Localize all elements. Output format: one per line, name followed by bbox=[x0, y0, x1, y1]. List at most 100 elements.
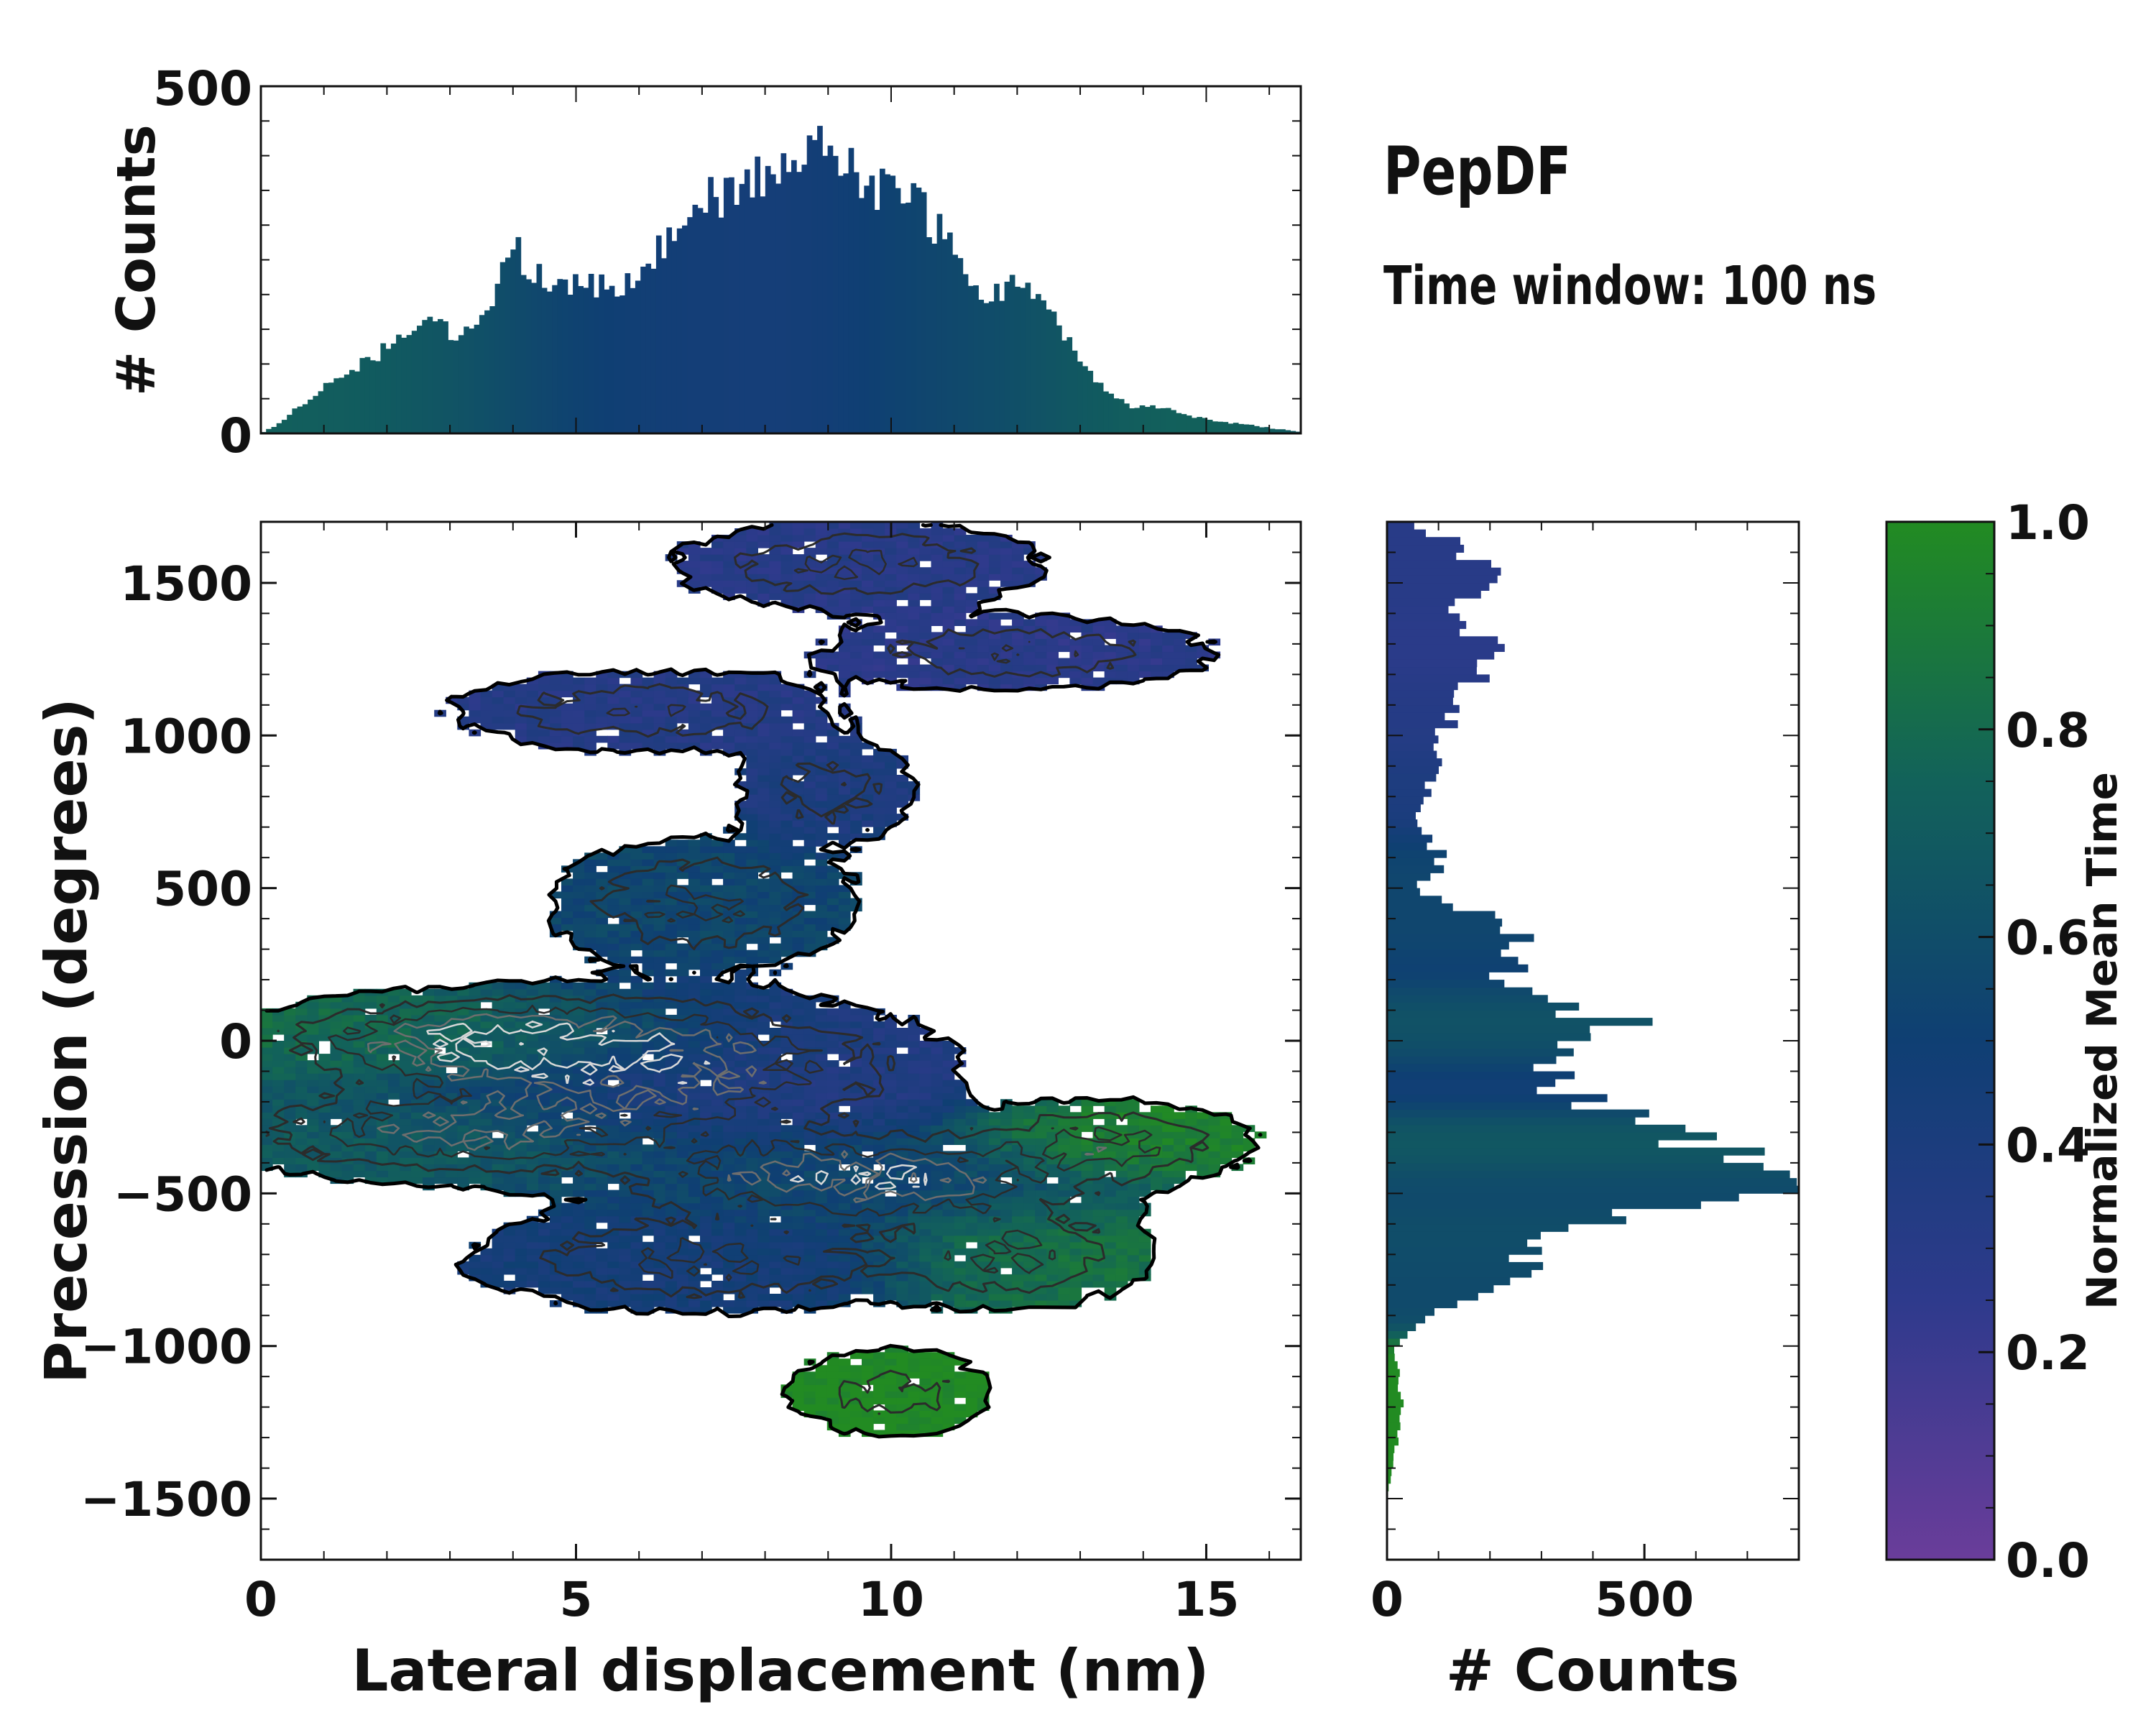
heatmap-cell bbox=[838, 1280, 851, 1288]
heatmap-cell bbox=[434, 1080, 446, 1087]
top-histogram-bar bbox=[573, 274, 579, 433]
heatmap-cell bbox=[931, 1365, 944, 1372]
heatmap-cell bbox=[815, 995, 828, 1003]
heatmap-cell bbox=[1012, 1170, 1024, 1178]
top-histogram-bar bbox=[308, 400, 313, 433]
top-histogram-bar bbox=[655, 235, 662, 433]
heatmap-cell bbox=[780, 911, 793, 919]
heatmap-cell bbox=[838, 852, 851, 860]
heatmap-cell bbox=[341, 1144, 354, 1151]
heatmap-cell bbox=[676, 1028, 689, 1035]
heatmap-cell bbox=[977, 1228, 990, 1236]
heatmap-cell bbox=[723, 735, 735, 743]
heatmap-cell bbox=[607, 949, 619, 957]
heatmap-cell bbox=[850, 638, 862, 646]
heatmap-cell bbox=[653, 1280, 666, 1288]
heatmap-cell bbox=[792, 1034, 805, 1041]
heatmap-cell bbox=[1104, 619, 1117, 626]
heatmap-cell bbox=[364, 1164, 377, 1172]
heatmap-cell bbox=[630, 1073, 643, 1080]
heatmap-cell bbox=[561, 891, 573, 898]
heatmap-cell bbox=[1035, 1118, 1047, 1126]
heatmap-cell bbox=[792, 1118, 805, 1126]
heatmap-cell bbox=[630, 1196, 643, 1204]
heatmap-cell bbox=[1000, 1151, 1013, 1158]
heatmap-cell bbox=[549, 1183, 562, 1191]
heatmap-cell bbox=[965, 1138, 978, 1145]
heatmap-cell bbox=[584, 1028, 596, 1035]
heatmap-cell bbox=[526, 722, 539, 730]
heatmap-cell bbox=[688, 1047, 701, 1054]
heatmap-cell bbox=[838, 807, 851, 814]
heatmap-cell bbox=[826, 1041, 839, 1048]
heatmap-cell bbox=[954, 658, 967, 666]
heatmap-cell bbox=[457, 1080, 469, 1087]
top-histogram-bar bbox=[552, 285, 558, 433]
heatmap-cell bbox=[284, 1144, 296, 1151]
heatmap-cell bbox=[1115, 1209, 1128, 1217]
heatmap-cell bbox=[838, 1254, 851, 1262]
heatmap-cell bbox=[399, 1164, 412, 1172]
heatmap-cell bbox=[561, 703, 573, 711]
heatmap-cell bbox=[573, 1105, 585, 1113]
heatmap-cell bbox=[688, 722, 701, 730]
heatmap-cell bbox=[480, 1008, 493, 1016]
heatmap-cell bbox=[931, 1170, 944, 1178]
heatmap-cell bbox=[873, 599, 885, 607]
heatmap-cell bbox=[700, 1177, 712, 1184]
heatmap-cell bbox=[700, 846, 712, 853]
heatmap-cell bbox=[780, 1021, 793, 1029]
heatmap-cell bbox=[792, 891, 805, 898]
heatmap-cell bbox=[723, 1202, 735, 1210]
heatmap-cell bbox=[850, 1170, 862, 1178]
heatmap-cell bbox=[977, 586, 990, 594]
heatmap-cell bbox=[1174, 651, 1186, 659]
heatmap-cell bbox=[492, 1067, 505, 1074]
heatmap-cell bbox=[885, 1047, 897, 1054]
heatmap-cell bbox=[573, 1274, 585, 1282]
heatmap-cell bbox=[423, 1034, 435, 1041]
heatmap-cell bbox=[411, 1092, 423, 1100]
heatmap-cell bbox=[838, 917, 851, 925]
heatmap-cell bbox=[931, 606, 944, 613]
heatmap-cell bbox=[954, 1391, 967, 1398]
heatmap-cell bbox=[711, 962, 724, 970]
heatmap-cell bbox=[988, 632, 1001, 639]
heatmap-cell bbox=[965, 1183, 978, 1191]
heatmap-cell bbox=[734, 1099, 747, 1106]
heatmap-cell bbox=[676, 1125, 689, 1132]
heatmap-cell bbox=[526, 1274, 539, 1282]
heatmap-cell bbox=[665, 1215, 678, 1223]
heatmap-cell bbox=[862, 1034, 874, 1041]
heatmap-cell bbox=[862, 1397, 874, 1404]
heatmap-cell bbox=[850, 664, 862, 672]
heatmap-cell bbox=[330, 1080, 343, 1087]
heatmap-cell bbox=[850, 1261, 862, 1269]
heatmap-cell bbox=[1069, 1241, 1082, 1249]
heatmap-cell bbox=[399, 1125, 412, 1132]
heatmap-cell bbox=[1012, 1112, 1024, 1119]
heatmap-cell bbox=[642, 904, 655, 912]
heatmap-cell bbox=[261, 1060, 273, 1067]
heatmap-cell bbox=[1115, 1280, 1128, 1288]
heatmap-cell bbox=[584, 1099, 596, 1106]
heatmap-cell bbox=[896, 781, 908, 788]
heatmap-cell bbox=[780, 567, 793, 574]
heatmap-cell bbox=[1092, 1274, 1105, 1282]
heatmap-cell bbox=[1023, 1105, 1036, 1113]
heatmap-cell bbox=[734, 768, 747, 776]
heatmap-cell bbox=[885, 781, 897, 788]
heatmap-cell bbox=[515, 1280, 528, 1288]
heatmap-cell bbox=[1023, 1228, 1036, 1236]
heatmap-cell bbox=[769, 1008, 782, 1016]
top-histogram-bar bbox=[869, 175, 875, 434]
heatmap-cell bbox=[642, 1080, 655, 1087]
heatmap-cell bbox=[850, 788, 862, 795]
heatmap-cell bbox=[515, 1054, 528, 1061]
heatmap-cell bbox=[908, 1196, 921, 1204]
heatmap-cell bbox=[1023, 574, 1036, 581]
heatmap-cell bbox=[630, 885, 643, 892]
heatmap-cell bbox=[919, 1131, 932, 1138]
heatmap-cell bbox=[492, 1170, 505, 1178]
heatmap-cell bbox=[676, 1267, 689, 1275]
